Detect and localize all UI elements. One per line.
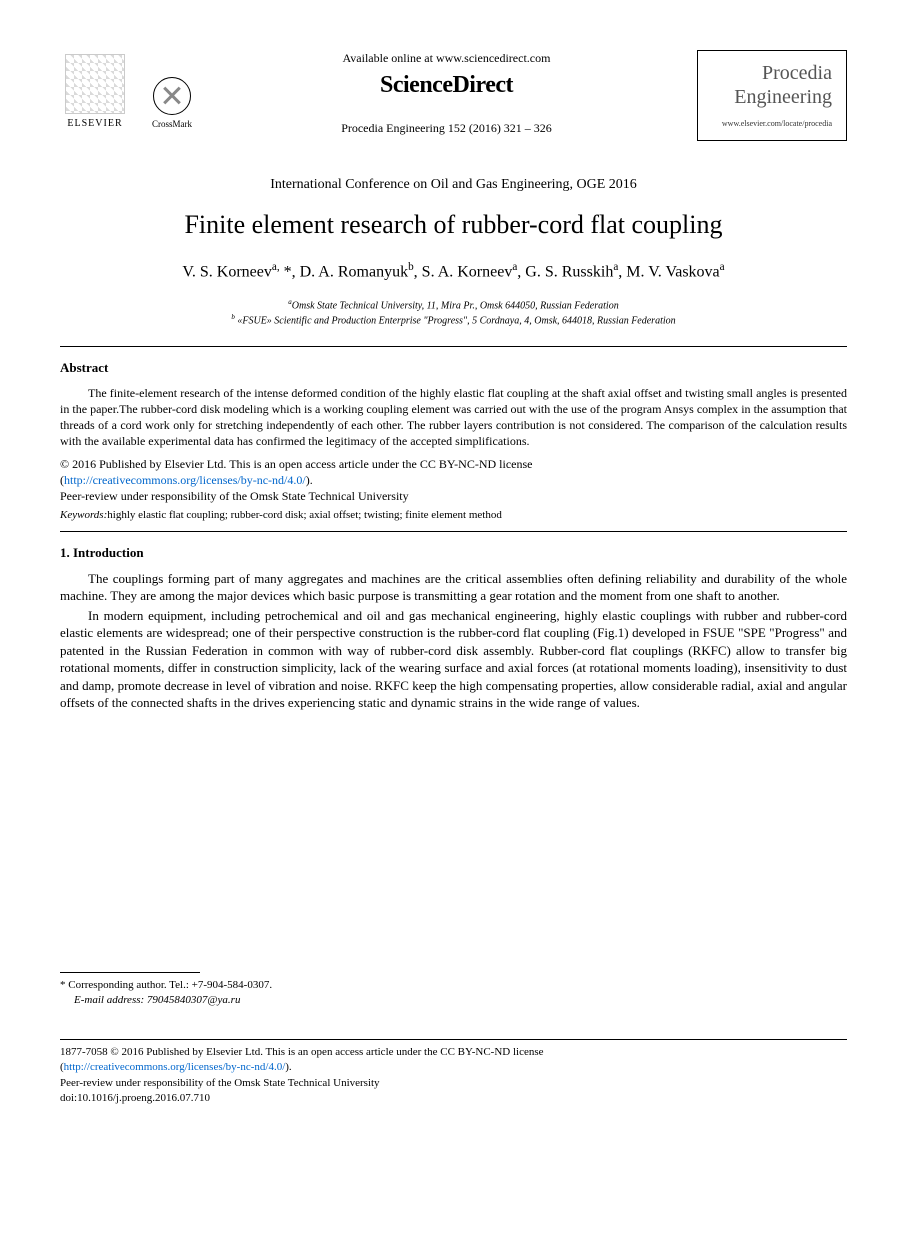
- keywords-line: Keywords:highly elastic flat coupling; r…: [60, 508, 847, 523]
- copyright-line1: © 2016 Published by Elsevier Ltd. This i…: [60, 457, 532, 471]
- footer-doi: doi:10.1016/j.proeng.2016.07.710: [60, 1092, 210, 1104]
- crossmark-badge[interactable]: CrossMark: [148, 77, 196, 130]
- footer-license-link[interactable]: http://creativecommons.org/licenses/by-n…: [64, 1061, 286, 1073]
- intro-para-2-text: In modern equipment, including petrochem…: [60, 608, 847, 711]
- journal-name-line2: Engineering: [712, 85, 832, 109]
- affiliation-a: aOmsk State Technical University, 11, Mi…: [60, 298, 847, 313]
- journal-reference: Procedia Engineering 152 (2016) 321 – 32…: [206, 120, 687, 136]
- peer-review-line: Peer-review under responsibility of the …: [60, 489, 409, 503]
- crossmark-icon: [153, 77, 191, 115]
- available-online-text: Available online at www.sciencedirect.co…: [206, 50, 687, 66]
- email-address: 79045840307@ya.ru: [144, 994, 240, 1006]
- journal-name-line1: Procedia: [712, 61, 832, 85]
- footnote-block: * Corresponding author. Tel.: +7-904-584…: [60, 978, 847, 1009]
- elsevier-label: ELSEVIER: [67, 117, 122, 131]
- license-link[interactable]: http://creativecommons.org/licenses/by-n…: [64, 473, 306, 487]
- email-line: E-mail address: 79045840307@ya.ru: [60, 993, 847, 1008]
- rule-top: [60, 346, 847, 347]
- paper-title: Finite element research of rubber-cord f…: [60, 207, 847, 242]
- intro-para-1-text: The couplings forming part of many aggre…: [60, 571, 847, 604]
- footer-separator: [60, 1039, 847, 1040]
- sciencedirect-logo: ScienceDirect: [206, 69, 687, 101]
- keywords-text: highly elastic flat coupling; rubber-cor…: [107, 509, 502, 521]
- footnote-separator: [60, 972, 200, 973]
- keywords-label: Keywords:: [60, 509, 107, 521]
- center-header: Available online at www.sciencedirect.co…: [196, 50, 697, 136]
- abstract-paragraph: The finite-element research of the inten…: [60, 385, 847, 450]
- copyright-block: © 2016 Published by Elsevier Ltd. This i…: [60, 456, 847, 505]
- abstract-text: The finite-element research of the inten…: [60, 386, 847, 449]
- intro-para-1: The couplings forming part of many aggre…: [60, 570, 847, 605]
- footer-issn-line: 1877-7058 © 2016 Published by Elsevier L…: [60, 1046, 544, 1058]
- left-logos: ELSEVIER CrossMark: [60, 50, 196, 130]
- email-label: E-mail address:: [74, 994, 144, 1006]
- intro-heading: 1. Introduction: [60, 544, 847, 562]
- affiliation-b: b «FSUE» Scientific and Production Enter…: [60, 313, 847, 328]
- corresponding-author: * Corresponding author. Tel.: +7-904-584…: [60, 978, 847, 993]
- elsevier-tree-icon: [65, 54, 125, 114]
- author-list: V. S. Korneeva, *, D. A. Romanyukb, S. A…: [60, 260, 847, 283]
- abstract-heading: Abstract: [60, 359, 847, 377]
- elsevier-logo: ELSEVIER: [60, 50, 130, 130]
- footer-peer-review: Peer-review under responsibility of the …: [60, 1077, 380, 1089]
- affiliations: aOmsk State Technical University, 11, Mi…: [60, 298, 847, 329]
- journal-box: Procedia Engineering www.elsevier.com/lo…: [697, 50, 847, 141]
- footer-block: 1877-7058 © 2016 Published by Elsevier L…: [60, 1045, 847, 1107]
- intro-para-2: In modern equipment, including petrochem…: [60, 607, 847, 712]
- header-row: ELSEVIER CrossMark Available online at w…: [60, 50, 847, 141]
- journal-url: www.elsevier.com/locate/procedia: [712, 119, 832, 130]
- rule-after-keywords: [60, 531, 847, 532]
- conference-name: International Conference on Oil and Gas …: [60, 176, 847, 195]
- crossmark-label: CrossMark: [152, 118, 192, 130]
